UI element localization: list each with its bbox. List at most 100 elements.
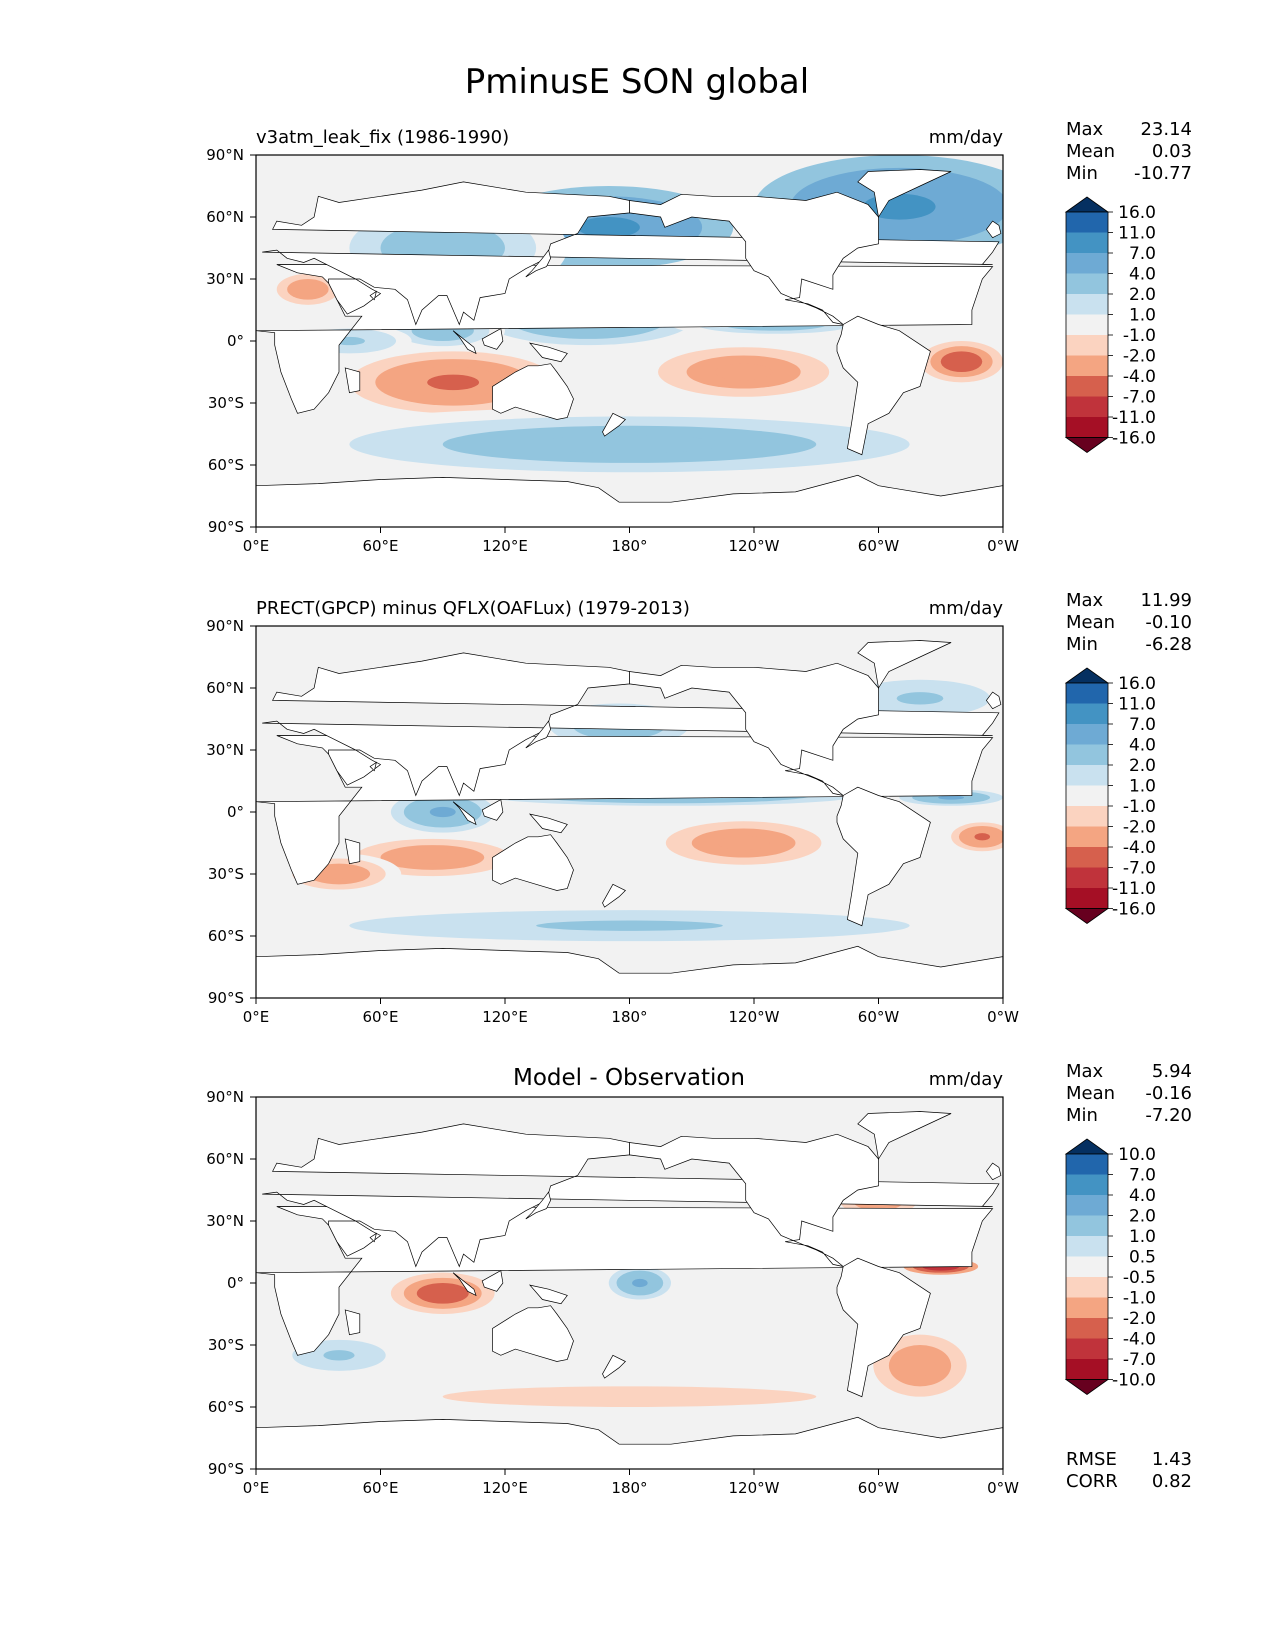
y-tick-label: 60°N	[206, 679, 244, 697]
coastline	[836, 786, 931, 927]
contour-fill	[715, 363, 773, 381]
stat-min-value: -7.20	[1145, 1105, 1192, 1126]
colorbar-segment	[1066, 273, 1108, 294]
colorbar-label: 7.0	[1129, 1166, 1156, 1186]
colorbar-segment	[1066, 847, 1108, 868]
colorbar-segment	[1066, 806, 1108, 827]
contour-fill	[297, 284, 319, 295]
panel-title: PRECT(GPCP) minus QFLX(OAFLux) (1979-201…	[256, 598, 690, 619]
contour-fill	[951, 356, 972, 367]
stat-min-label: Min	[1066, 163, 1098, 184]
colorbar-segment	[1066, 1338, 1108, 1359]
coastline	[492, 834, 574, 891]
colorbar-segment	[1066, 1297, 1108, 1318]
stat-max-value: 5.94	[1152, 1061, 1192, 1082]
coastline	[256, 1206, 994, 1356]
contour-fill	[717, 835, 770, 851]
colorbar-segment	[1066, 232, 1108, 253]
coastline	[369, 290, 377, 301]
coastline	[528, 813, 568, 834]
colorbar-label: -4.0	[1123, 367, 1156, 387]
x-tick-label: 0°W	[987, 537, 1019, 555]
colorbar-segment	[1066, 396, 1108, 417]
x-tick-label: 0°W	[987, 1008, 1019, 1026]
stat-mean-value: -0.10	[1145, 612, 1192, 633]
y-tick-label: 0°	[227, 332, 244, 350]
colorbar-label: -2.0	[1123, 347, 1156, 367]
x-tick-label: 120°E	[482, 1479, 528, 1497]
y-tick-label: 90°S	[208, 989, 244, 1007]
colorbar-segment	[1066, 417, 1108, 438]
colorbar-segment	[1066, 867, 1108, 888]
coastline	[629, 1133, 879, 1267]
x-tick-label: 0°E	[243, 1479, 270, 1497]
colorbar-label: 2.0	[1129, 285, 1156, 305]
x-tick-label: 120°W	[729, 537, 780, 555]
colorbar-extend-max	[1064, 196, 1110, 213]
x-tick-label: 60°W	[858, 1008, 900, 1026]
coastline	[328, 278, 382, 315]
colorbar-segment	[1066, 765, 1108, 786]
colorbar: 10.07.04.02.01.00.5-0.5-1.0-2.0-4.0-7.0-…	[1064, 1138, 1156, 1395]
stat-max-value: 23.14	[1140, 119, 1192, 140]
x-tick-label: 60°W	[858, 1479, 900, 1497]
figure-title: PminusE SON global	[465, 62, 809, 102]
y-tick-label: 30°N	[206, 741, 244, 759]
colorbar-segment	[1066, 826, 1108, 847]
colorbar-label: 16.0	[1118, 674, 1156, 694]
panel-observation: PRECT(GPCP) minus QFLX(OAFLux) (1979-201…	[206, 590, 1192, 1026]
x-tick-label: 180°	[611, 1008, 647, 1026]
axis-ticks: 0°E 60°E 120°E 180° 120°W 60°W 0°W 90°N 60°N 30°N…	[206, 1088, 1019, 1497]
x-tick-label: 120°W	[729, 1479, 780, 1497]
landmass-outlines	[256, 1111, 1003, 1469]
y-tick-label: 30°N	[206, 270, 244, 288]
coastline	[344, 838, 361, 865]
colorbar-label: -7.0	[1123, 859, 1156, 879]
stat-max-value: 11.99	[1140, 590, 1192, 611]
colorbar: 16.011.07.04.02.01.0-1.0-2.0-4.0-7.0-11.…	[1064, 196, 1156, 453]
coastline	[857, 640, 952, 689]
coastline	[481, 1270, 504, 1292]
y-tick-label: 60°S	[208, 456, 244, 474]
colorbar-label: 0.5	[1129, 1248, 1156, 1268]
x-tick-label: 120°E	[482, 537, 528, 555]
colorbar-label: 10.0	[1118, 1145, 1156, 1165]
contour-fill	[323, 1350, 355, 1361]
colorbar-segment	[1066, 314, 1108, 335]
units-label: mm/day	[929, 598, 1004, 619]
coastline	[836, 1257, 931, 1398]
colorbar-extend-min	[1064, 1379, 1110, 1395]
coastline	[328, 749, 382, 786]
coastline	[857, 169, 952, 218]
colorbar-segment	[1066, 744, 1108, 765]
coastline	[481, 799, 504, 821]
colorbar-label: -11.0	[1112, 879, 1156, 899]
colorbar-label: -4.0	[1123, 838, 1156, 858]
coastline	[528, 342, 568, 363]
colorbar-label: -10.0	[1112, 1371, 1156, 1391]
colorbar-extend-max	[1064, 667, 1110, 684]
coastline	[985, 220, 1002, 239]
colorbar-label: 4.0	[1129, 1186, 1156, 1206]
contour-fill	[429, 1288, 456, 1299]
colorbar-segment	[1066, 1318, 1108, 1339]
y-tick-label: 60°N	[206, 1150, 244, 1168]
colorbar-segment	[1066, 1256, 1108, 1277]
colorbar-label: 11.0	[1118, 224, 1156, 244]
rmse-label: RMSE	[1066, 1449, 1117, 1470]
units-label: mm/day	[929, 1069, 1004, 1090]
coastline	[985, 1162, 1002, 1181]
y-tick-label: 0°	[227, 1274, 244, 1292]
stat-max-label: Max	[1066, 1061, 1104, 1082]
coastline	[262, 1123, 1000, 1268]
coastline	[525, 720, 551, 749]
coastline	[256, 735, 994, 885]
x-tick-label: 120°W	[729, 1008, 780, 1026]
panel-difference: Model - Observation mm/day 0°E 60°E 120°E 1…	[206, 1061, 1192, 1497]
stat-mean-label: Mean	[1066, 141, 1115, 162]
y-tick-label: 90°N	[206, 617, 244, 635]
colorbar-segment	[1066, 1277, 1108, 1298]
coastline	[985, 691, 1002, 710]
colorbar-label: 1.0	[1129, 1227, 1156, 1247]
